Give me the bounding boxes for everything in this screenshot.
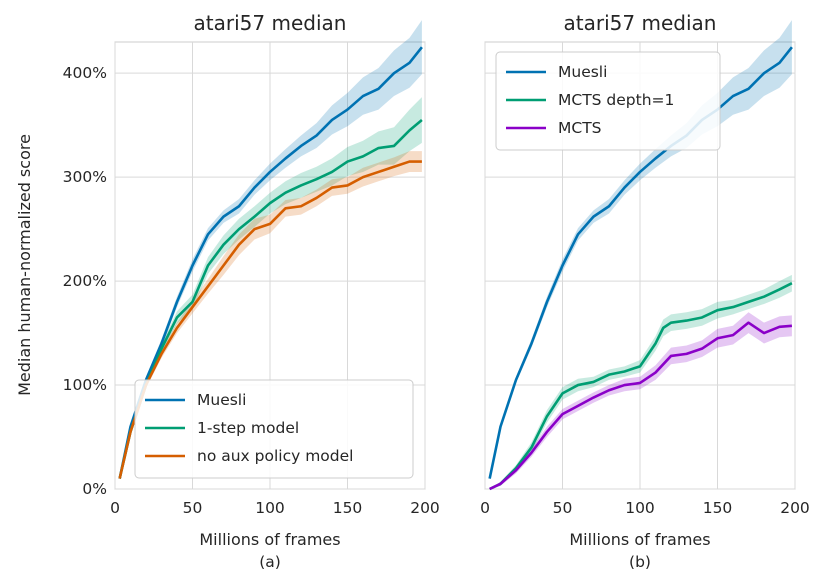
x-tick-label: 0	[480, 499, 490, 517]
panel-a-title: atari57 median	[194, 11, 347, 35]
x-tick-label: 50	[183, 499, 203, 517]
legend-label: Muesli	[558, 63, 607, 81]
panel-a-xticks: 0 50 100 150 200	[110, 499, 440, 517]
x-tick-label: 150	[703, 499, 733, 517]
y-axis-label: Median human-normalized score	[15, 134, 34, 396]
x-tick-label: 100	[255, 499, 285, 517]
panel-a-lines	[118, 46, 423, 479]
panel-b-sublabel: (b)	[629, 553, 651, 571]
panel-a-yticks: 0% 100% 200% 300% 400%	[63, 64, 107, 498]
panel-b-legend-box	[495, 51, 721, 151]
panel-b: 0 50 100 150 200 atari57 median Millions of …	[480, 11, 810, 571]
y-tick-label: 100%	[63, 376, 107, 394]
panel-b-xlabel: Millions of frames	[569, 530, 710, 549]
legend-label: Muesli	[197, 391, 246, 409]
legend-label: 1-step model	[197, 419, 299, 437]
x-tick-label: 0	[110, 499, 120, 517]
series-line	[489, 321, 793, 491]
panel-a-xlabel: Millions of frames	[199, 530, 340, 549]
series-band	[119, 20, 422, 479]
panel-b-xticks: 0 50 100 150 200	[480, 499, 810, 517]
series-line	[488, 46, 793, 479]
panel-a-bands	[119, 20, 422, 479]
y-tick-label: 0%	[82, 480, 107, 498]
series-line	[118, 46, 423, 479]
x-tick-label: 100	[625, 499, 655, 517]
series-line	[489, 282, 793, 491]
legend-label: MCTS	[558, 119, 602, 137]
legend-label: no aux policy model	[197, 447, 353, 465]
panel-b-title: atari57 median	[564, 11, 717, 35]
series-line	[118, 160, 422, 479]
panel-a: 0 50 100 150 200 0% 100% 200% 300% 400% atari57 …	[63, 11, 440, 571]
y-tick-label: 200%	[63, 272, 107, 290]
x-tick-label: 150	[333, 499, 363, 517]
panel-a-sublabel: (a)	[259, 553, 281, 571]
legend-label: MCTS depth=1	[558, 91, 674, 109]
panel-b-lines	[488, 46, 793, 491]
series-line	[118, 118, 423, 479]
y-tick-label: 400%	[63, 64, 107, 82]
x-tick-label: 50	[553, 499, 573, 517]
series-band	[489, 20, 792, 479]
series-band	[119, 151, 422, 479]
series-band	[119, 97, 422, 479]
y-tick-label: 300%	[63, 168, 107, 186]
panel-a-legend: Muesli 1-step model no aux policy model	[134, 379, 414, 479]
x-tick-label: 200	[410, 499, 440, 517]
panel-b-legend: Muesli MCTS depth=1 MCTS	[495, 51, 721, 151]
x-tick-label: 200	[780, 499, 810, 517]
panel-a-legend-box	[134, 379, 414, 479]
